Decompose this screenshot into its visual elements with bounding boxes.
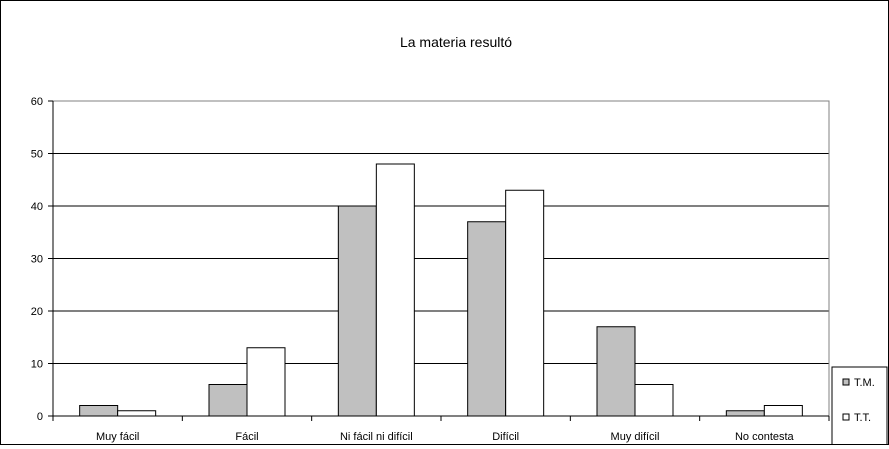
x-tick-label: Fácil [235,431,258,443]
gridlines [52,100,830,417]
legend-label: T.T. [854,412,871,424]
y-axis-ticks: 0 10 20 30 40 50 60 [31,96,53,423]
x-tick-label: No contesta [735,431,795,443]
y-tick-label: 40 [31,201,43,213]
legend-swatch [842,378,850,386]
legend-swatch [842,413,850,421]
y-tick-label: 0 [37,411,43,423]
legend-box [831,366,888,446]
y-tick-label: 30 [31,254,43,266]
y-tick-label: 60 [31,96,43,108]
x-tick-label: Ni fácil ni difícil [340,431,413,443]
bar-tm [467,221,507,417]
bar-tt [505,189,545,417]
bar-tm [208,384,248,417]
bar-tt [634,384,674,417]
bars [79,163,803,417]
x-tick-label: Muy difícil [611,431,660,443]
chart-title: La materia resultó [400,34,512,50]
y-tick-label: 20 [31,306,43,318]
bar-tm [79,405,119,417]
bar-tm [596,326,636,417]
x-tick-label: Muy fácil [96,431,139,443]
bar-tt [763,405,803,417]
y-tick-label: 50 [31,149,43,161]
y-tick-label: 10 [31,359,43,371]
legend-label: T.M. [854,377,875,389]
bar-tt [246,347,286,417]
bar-tm [337,205,377,417]
x-tick-label: Difícil [492,431,519,443]
x-axis-ticks: Muy fácil Fácil Ni fácil ni difícil Difícil… [52,416,830,443]
bar-tt [117,410,157,417]
bar-tt [375,163,415,417]
legend: T.M. T.T. [831,366,888,446]
bar-tm [725,410,765,417]
